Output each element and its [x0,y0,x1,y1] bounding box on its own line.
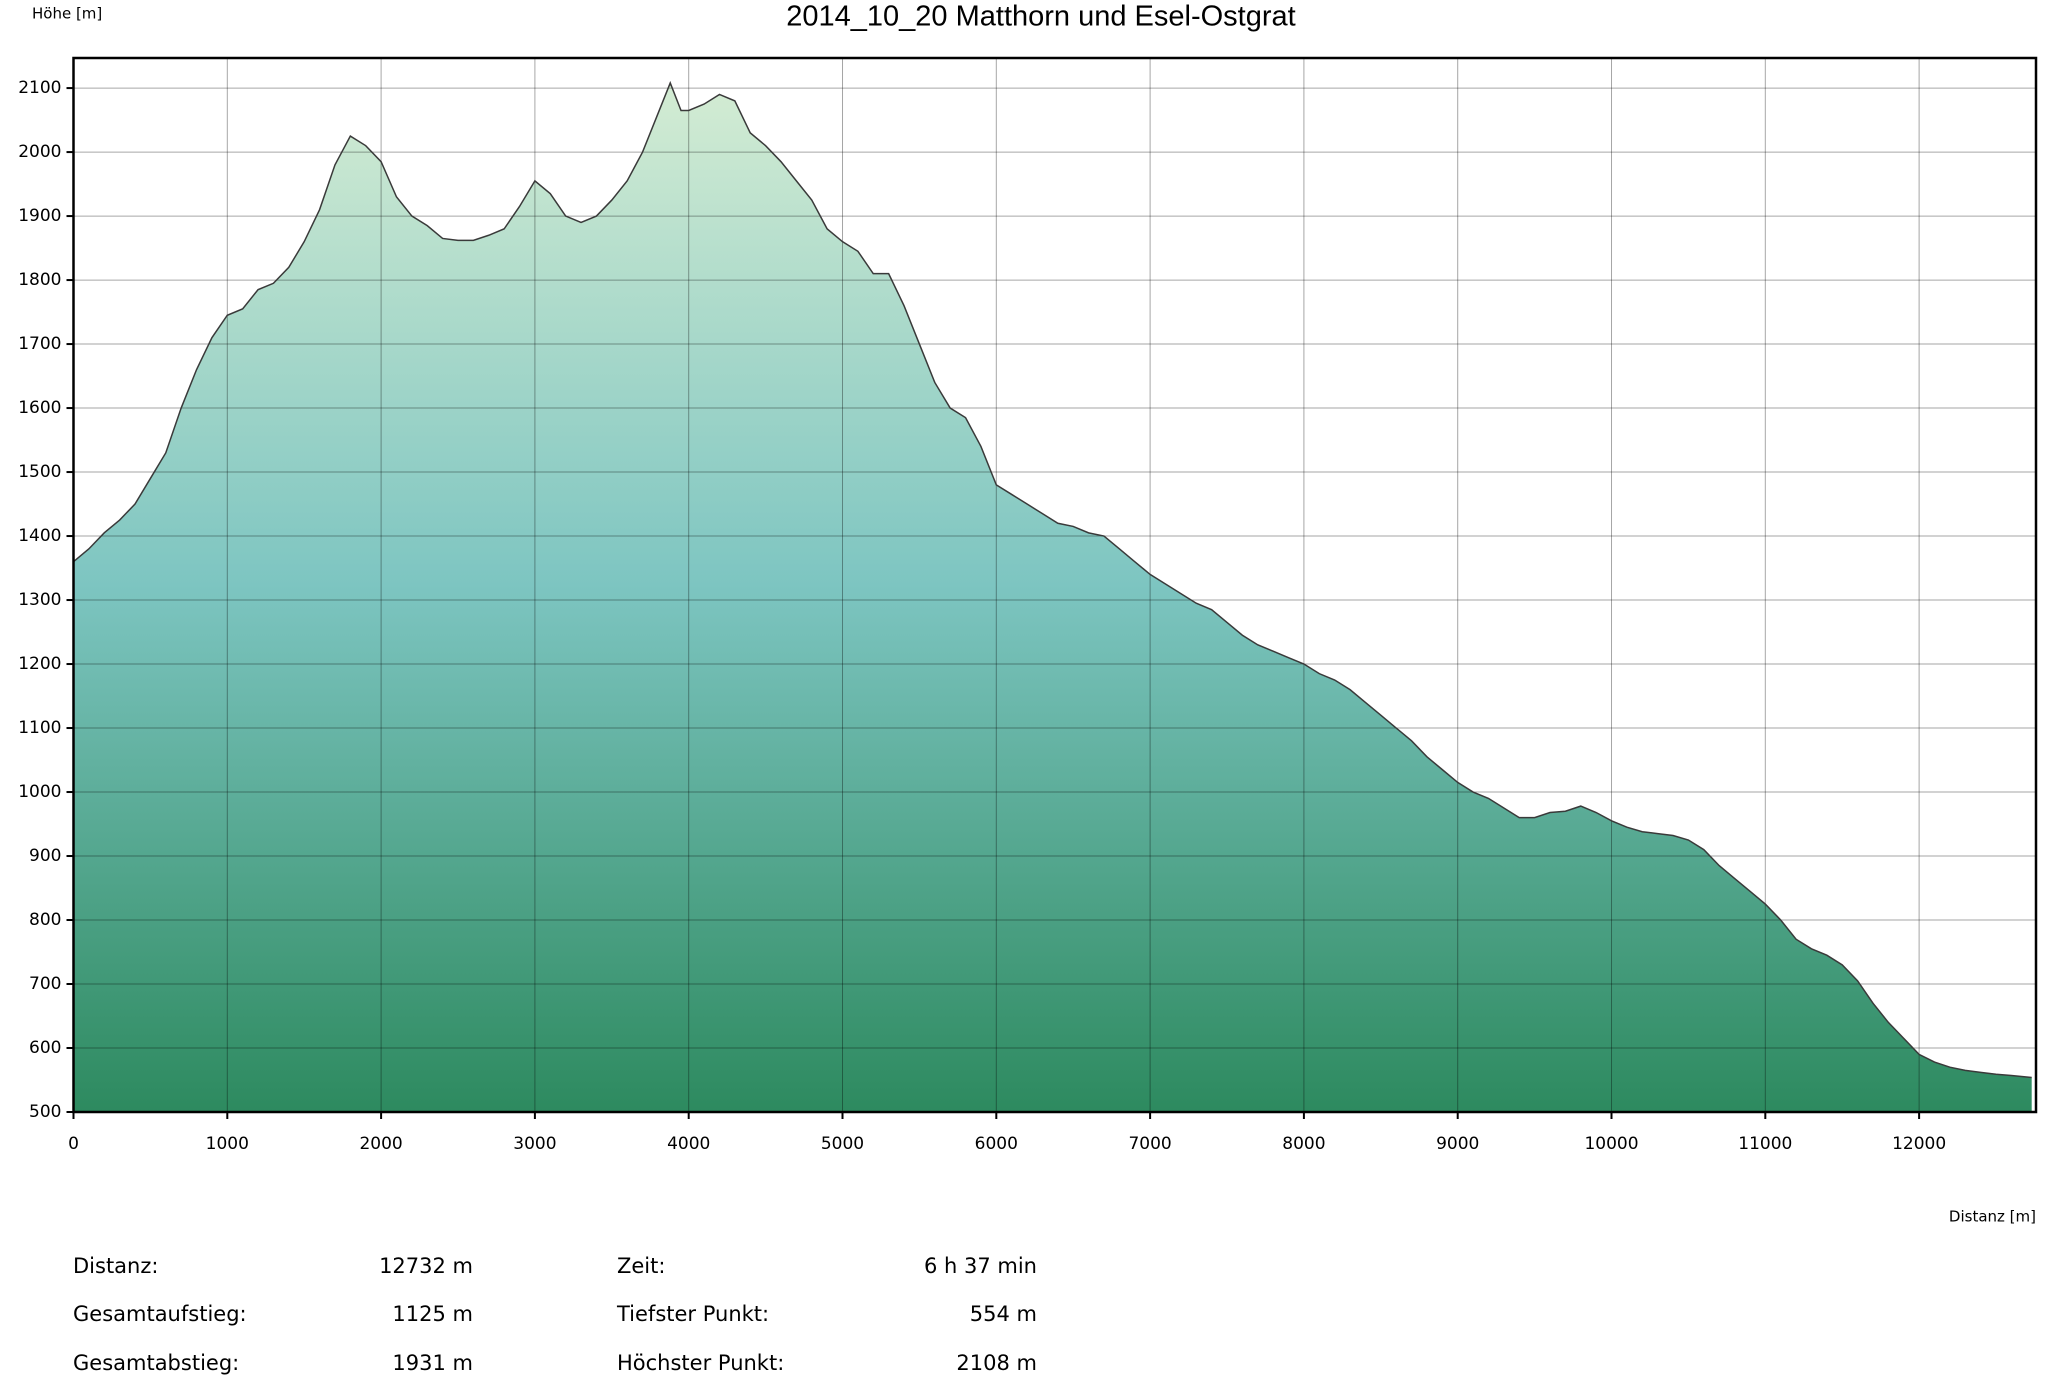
elevation-area [73,82,2032,1112]
summary-label: Gesamtabstieg: [73,1351,239,1375]
summary-value: 1125 m [392,1302,473,1326]
x-tick-label: 9000 [1436,1134,1479,1154]
y-tick-label: 800 [29,910,61,930]
x-tick-label: 8000 [1282,1134,1325,1154]
x-axis-label: Distanz [m] [1949,1208,2036,1226]
y-tick-label: 900 [29,846,61,866]
x-tick-label: 5000 [821,1134,864,1154]
y-tick-label: 2000 [18,142,61,162]
x-tick-label: 6000 [975,1134,1018,1154]
summary-label: Höchster Punkt: [617,1351,784,1375]
elevation-line [73,80,2032,1079]
summary-value: 6 h 37 min [924,1254,1037,1278]
x-tick-label: 2000 [359,1134,402,1154]
summary-value: 2108 m [956,1351,1037,1375]
y-tick-label: 1000 [18,782,61,802]
y-tick-label: 1800 [18,270,61,290]
summary-value: 1931 m [392,1351,473,1375]
x-tick-label: 7000 [1128,1134,1171,1154]
y-tick-label: 1500 [18,462,61,482]
x-tick-label: 11000 [1738,1134,1792,1154]
y-tick-label: 1600 [18,398,61,418]
x-tick-label: 12000 [1892,1134,1946,1154]
y-tick-label: 1700 [18,334,61,354]
x-tick-label: 1000 [206,1134,249,1154]
y-tick-label: 600 [29,1038,61,1058]
plot-frame [72,56,2038,1114]
y-tick-label: 1100 [18,718,61,738]
summary-label: Tiefster Punkt: [616,1302,769,1326]
summary-label: Zeit: [617,1254,665,1278]
y-tick-label: 700 [29,974,61,994]
summary-value: 554 m [970,1302,1037,1326]
y-axis-label: Höhe [m] [32,5,102,23]
summary-value: 12732 m [379,1254,473,1278]
summary-label: Distanz: [73,1254,158,1278]
y-tick-label: 1300 [18,590,61,610]
y-tick-label: 1200 [18,654,61,674]
x-tick-label: 4000 [667,1134,710,1154]
x-tick-label: 10000 [1584,1134,1638,1154]
y-tick-label: 500 [29,1102,61,1122]
summary-label: Gesamtaufstieg: [73,1302,247,1326]
x-tick-label: 0 [68,1134,79,1154]
chart-title: 2014_10_20 Matthorn und Esel-Ostgrat [786,1,1295,33]
y-tick-label: 1900 [18,206,61,226]
y-tick-label: 2100 [18,78,61,98]
x-tick-label: 3000 [513,1134,556,1154]
y-tick-label: 1400 [18,526,61,546]
